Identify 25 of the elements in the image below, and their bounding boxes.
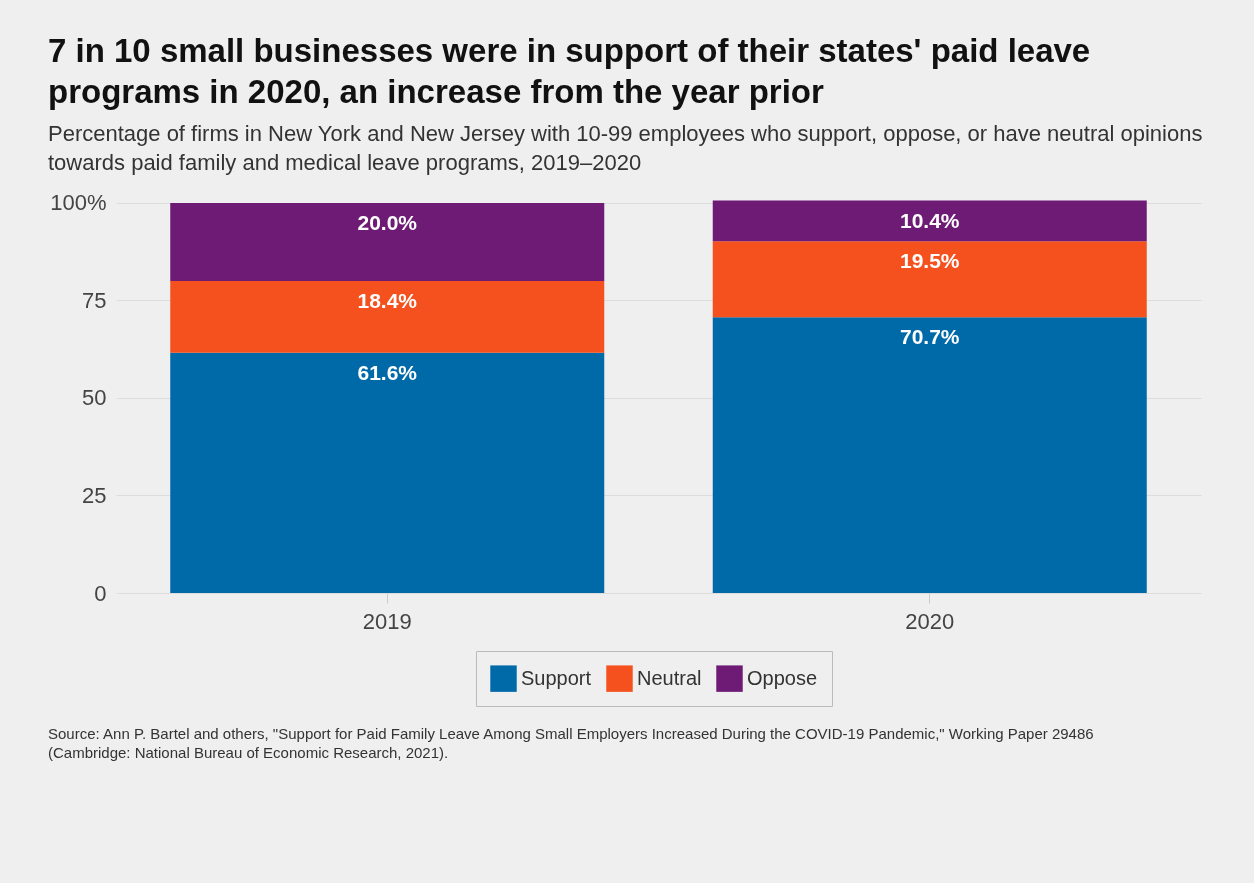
bar: [712, 317, 1147, 593]
chart-title: 7 in 10 small businesses were in support of their states' paid leave programs in 2020, an increase from the year prior: [48, 31, 1092, 113]
y-tick-label: 25: [82, 482, 107, 508]
bar: [712, 241, 1147, 318]
data-label: 20.0%: [357, 210, 418, 234]
bar: [712, 200, 1147, 242]
y-tick-label: 75: [82, 287, 107, 313]
x-tick-label: 2019: [362, 608, 412, 634]
data-label: 61.6%: [357, 360, 418, 384]
legend-label: Neutral: [637, 666, 702, 689]
y-tick-label: 100%: [50, 190, 107, 216]
data-label: 10.4%: [899, 208, 960, 232]
data-label: 70.7%: [899, 325, 960, 349]
y-tick-label: 50: [82, 385, 107, 411]
y-tick-label: 0: [94, 580, 107, 606]
chart-subtitle: Percentage of firms in New York and New Jersey with 10-99 employees who support, oppose, or have neutral opinions towards paid family and medical leave programs, 2019–2020: [48, 119, 1204, 178]
x-tick-label: 2020: [905, 608, 955, 634]
legend-label: Support: [521, 666, 592, 689]
bar: [170, 202, 605, 281]
bar: [170, 352, 605, 593]
data-label: 19.5%: [899, 249, 960, 273]
legend-label: Oppose: [747, 666, 818, 689]
bar: [170, 280, 605, 353]
source-note: Source: Ann P. Bartel and others, "Support for Paid Family Leave Among Small Employers Increased During the COVID-19 Pandemic," Working Paper 29486 (Cambridge: National Bureau of Economic Research, 2021).: [48, 723, 1095, 763]
data-label: 18.4%: [357, 288, 418, 312]
